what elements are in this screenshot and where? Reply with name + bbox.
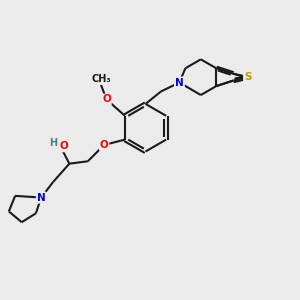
Text: H: H [49,138,57,148]
Text: O: O [59,141,68,152]
Text: O: O [102,94,111,104]
Text: N: N [175,77,184,88]
Text: N: N [175,77,184,88]
Text: N: N [37,193,46,202]
Text: CH₃: CH₃ [92,74,111,84]
Text: S: S [244,72,251,82]
Text: O: O [100,140,109,150]
Text: N: N [37,193,46,202]
